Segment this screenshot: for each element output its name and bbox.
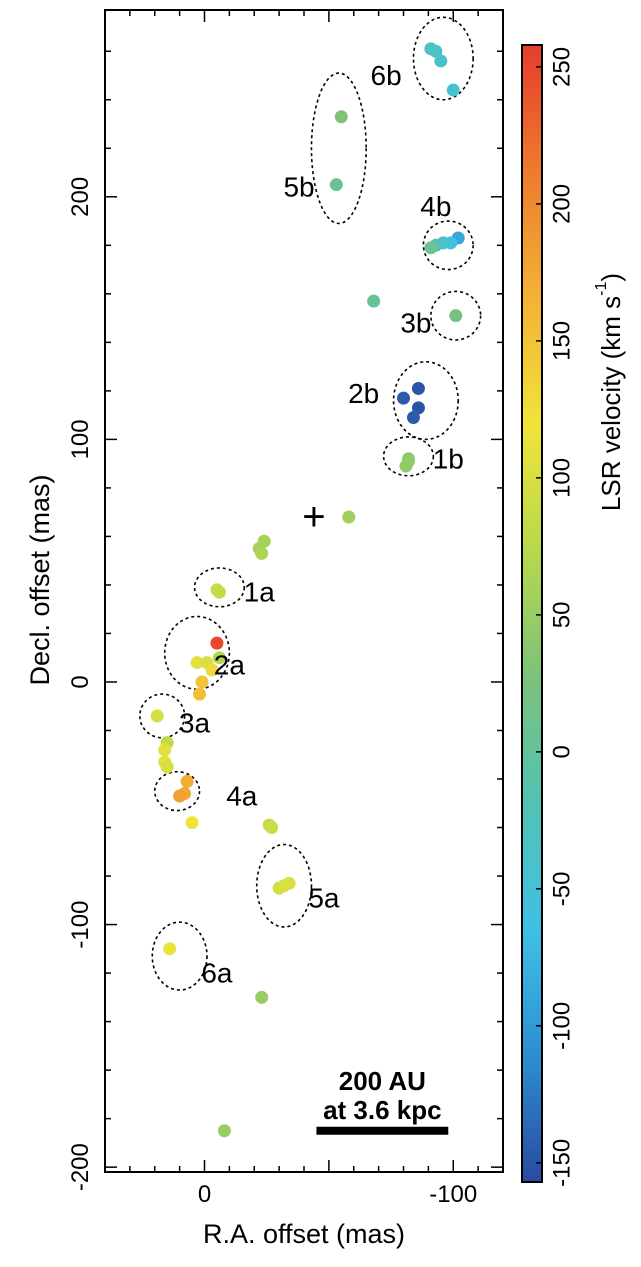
maser-spot (429, 44, 443, 58)
maser-spot (424, 241, 438, 255)
center-plus-marker: + (302, 495, 325, 539)
group-label-4b: 4b (420, 191, 451, 222)
group-label-4a: 4a (226, 780, 258, 811)
maser-spot (406, 411, 420, 425)
colorbar-tick-label: -100 (549, 1002, 576, 1050)
colorbar-tick-label: 100 (549, 458, 576, 498)
group-ellipse-2a (163, 615, 231, 691)
maser-spot (163, 942, 177, 956)
group-label-1b: 1b (433, 443, 464, 474)
maser-spot (399, 459, 413, 473)
maser-spot (190, 656, 204, 670)
maser-spot (158, 743, 172, 757)
group-ellipse-4b (422, 220, 474, 271)
maser-spot (212, 651, 226, 665)
colorbar-tick-label: 250 (549, 47, 576, 87)
group-ellipse-5a (255, 843, 313, 928)
colorbar-tick-label: 200 (549, 184, 576, 224)
group-label-2b: 2b (348, 378, 379, 409)
group-ellipse-2b (392, 360, 460, 441)
scale-bar-label-line1: 200 AU (339, 1066, 426, 1096)
data-points (150, 42, 465, 1138)
group-ellipse-4a (153, 770, 201, 812)
group-label-3a: 3a (179, 708, 211, 739)
maser-spot (212, 585, 226, 599)
x-tick-label: -100 (429, 1181, 477, 1208)
group-ellipse-6a (151, 921, 208, 991)
group-label-3b: 3b (400, 307, 431, 338)
group-ellipse-6b (412, 16, 474, 101)
maser-spot (446, 83, 460, 97)
colorbar-tick-label: -150 (549, 1139, 576, 1187)
maser-spot (367, 294, 381, 308)
maser-spot (150, 709, 164, 723)
axes: 0 -100 -200 -100 0 100 200 R.A. offset (mas) Dec… (25, 9, 504, 1249)
center-marker: + (302, 495, 325, 539)
group-label-6a: 6a (201, 958, 233, 989)
maser-spot (265, 821, 279, 835)
group-label-5b: 5b (283, 172, 314, 203)
colorbar-tick-label: -50 (549, 872, 576, 907)
maser-spot (411, 381, 425, 395)
colorbar-gradient (521, 44, 543, 1183)
y-tick-label: 100 (67, 419, 94, 459)
maser-spot (449, 309, 463, 323)
scale-bar-label-line2: at 3.6 kpc (323, 1095, 442, 1125)
group-ellipses (139, 16, 482, 991)
colorbar: 250 200 150 100 50 0 -50 -100 -150 LSR velocity (… (521, 44, 627, 1187)
maser-spot (180, 774, 194, 788)
group-ellipse-1a (193, 567, 246, 608)
group-label-2a: 2a (214, 649, 246, 680)
maser-spot (329, 178, 343, 192)
y-tick-label: 0 (67, 675, 94, 688)
y-tick-label: -200 (67, 1143, 94, 1191)
maser-spot (342, 510, 356, 524)
y-tick-label: -100 (67, 901, 94, 949)
group-ellipse-3b (430, 290, 482, 341)
y-axis-label: Decl. offset (mas) (25, 474, 55, 685)
maser-spot (255, 546, 269, 560)
maser-spot (411, 401, 425, 415)
maser-spot (210, 636, 224, 650)
colorbar-label: LSR velocity (km s-1) (593, 273, 627, 511)
maser-spot (193, 687, 207, 701)
y-tick-label: 200 (67, 177, 94, 217)
maser-spot (282, 876, 296, 890)
colorbar-tick-label: 0 (549, 745, 576, 758)
group-ellipse-3a (139, 693, 186, 739)
maser-spot (185, 816, 199, 830)
maser-spot (255, 990, 269, 1004)
group-label-1a: 1a (244, 577, 276, 608)
x-tick-label: 0 (198, 1181, 211, 1208)
group-label-6b: 6b (371, 60, 402, 91)
group-ellipse-1b (382, 436, 435, 477)
colorbar-tick-label: 150 (549, 321, 576, 361)
maser-spot (205, 663, 219, 677)
colorbar-tick-label: 50 (549, 602, 576, 629)
x-axis-label: R.A. offset (mas) (203, 1219, 405, 1249)
group-label-5a: 5a (308, 882, 340, 913)
maser-spot (160, 760, 174, 774)
maser-spot (334, 110, 348, 124)
maser-spot (434, 54, 448, 68)
maser-spot (173, 789, 187, 803)
maser-spot (397, 391, 410, 405)
group-ellipse-5b (310, 72, 367, 225)
maser-spot (217, 1124, 231, 1138)
maser-spot (195, 675, 209, 689)
